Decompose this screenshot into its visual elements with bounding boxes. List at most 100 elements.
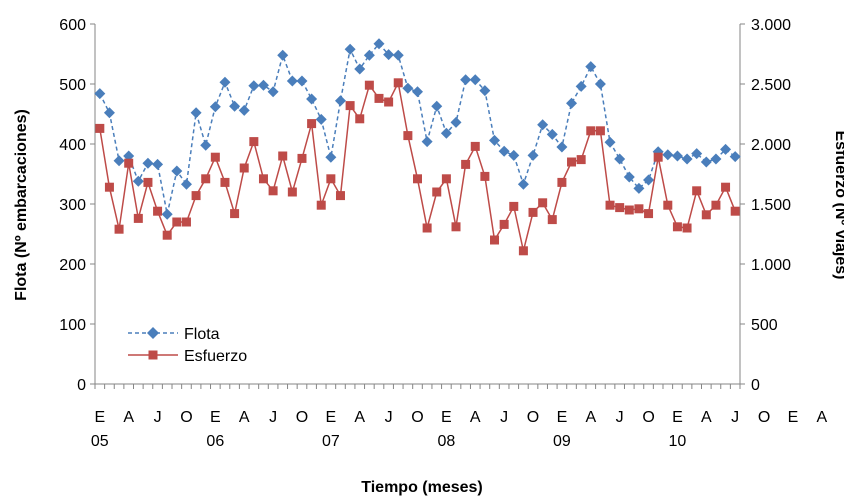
- point-esfuerzo: [499, 219, 509, 229]
- point-esfuerzo: [278, 151, 288, 161]
- x-month-tick-label: O: [296, 409, 308, 426]
- legend-esfuerzo-marker: [148, 350, 158, 360]
- x-month-tick-label: A: [470, 409, 481, 426]
- x-month-tick-label: A: [123, 409, 134, 426]
- point-esfuerzo: [730, 206, 740, 216]
- point-esfuerzo: [239, 163, 249, 173]
- x-axis: EAJOEAJOEAJOEAJOEAJOEAJOEAJ050607080910: [91, 383, 827, 450]
- point-flota: [296, 75, 308, 87]
- point-esfuerzo: [268, 186, 278, 196]
- point-flota: [710, 153, 722, 165]
- point-flota: [344, 43, 356, 55]
- point-esfuerzo: [201, 174, 211, 184]
- x-month-tick-label: J: [269, 409, 277, 426]
- point-esfuerzo: [615, 203, 625, 213]
- point-flota: [585, 61, 597, 73]
- point-esfuerzo: [114, 224, 124, 234]
- x-month-tick-label: O: [642, 409, 654, 426]
- series-esfuerzo: [95, 78, 740, 256]
- point-flota: [517, 178, 529, 190]
- point-esfuerzo: [297, 153, 307, 163]
- point-esfuerzo: [451, 222, 461, 232]
- point-esfuerzo: [518, 246, 528, 256]
- legend-flota-marker: [147, 327, 159, 339]
- left-tick-label: 400: [59, 137, 86, 154]
- point-esfuerzo: [624, 205, 634, 215]
- point-flota: [161, 208, 173, 220]
- point-flota: [219, 76, 231, 88]
- point-flota: [363, 49, 375, 61]
- point-flota: [113, 155, 125, 167]
- point-esfuerzo: [355, 114, 365, 124]
- point-flota: [132, 175, 144, 187]
- point-esfuerzo: [432, 187, 442, 197]
- point-esfuerzo: [172, 217, 182, 227]
- point-esfuerzo: [249, 137, 259, 147]
- left-tick-label: 300: [59, 197, 86, 214]
- point-esfuerzo: [191, 191, 201, 201]
- x-month-tick-label: A: [239, 409, 250, 426]
- point-flota: [681, 153, 693, 165]
- right-tick-label: 1.500: [751, 197, 791, 214]
- point-esfuerzo: [538, 198, 548, 208]
- point-esfuerzo: [95, 123, 105, 133]
- point-flota: [152, 158, 164, 170]
- point-flota: [257, 79, 269, 91]
- x-month-tick-label: E: [788, 409, 799, 426]
- point-flota: [267, 86, 279, 98]
- x-month-tick-label: A: [354, 409, 365, 426]
- right-tick-label: 1.000: [751, 257, 791, 274]
- point-flota: [142, 157, 154, 169]
- point-esfuerzo: [441, 174, 451, 184]
- point-esfuerzo: [528, 207, 538, 217]
- point-esfuerzo: [595, 126, 605, 136]
- point-flota: [633, 182, 645, 194]
- point-flota: [103, 107, 115, 119]
- x-axis-title: Tiempo (meses): [361, 479, 483, 496]
- point-flota: [180, 178, 192, 190]
- x-year-tick-label: 05: [91, 433, 109, 450]
- point-esfuerzo: [547, 215, 557, 225]
- point-flota: [614, 153, 626, 165]
- point-esfuerzo: [345, 101, 355, 111]
- point-esfuerzo: [230, 209, 240, 219]
- point-flota: [729, 151, 741, 163]
- point-flota: [556, 141, 568, 153]
- point-flota: [421, 136, 433, 148]
- point-esfuerzo: [287, 187, 297, 197]
- x-month-tick-label: E: [326, 409, 337, 426]
- x-month-tick-label: E: [441, 409, 452, 426]
- point-flota: [209, 101, 221, 113]
- point-esfuerzo: [586, 126, 596, 136]
- point-esfuerzo: [567, 157, 577, 167]
- point-esfuerzo: [403, 131, 413, 141]
- point-esfuerzo: [364, 80, 374, 90]
- left-tick-label: 600: [59, 17, 86, 34]
- point-flota: [383, 49, 395, 61]
- x-year-tick-label: 10: [669, 433, 687, 450]
- point-flota: [94, 88, 106, 100]
- point-flota: [489, 134, 501, 146]
- point-flota: [402, 82, 414, 94]
- left-y-axis-title: Flota (Nº embarcaciones): [13, 109, 30, 301]
- x-year-tick-label: 09: [553, 433, 571, 450]
- left-tick-label: 100: [59, 317, 86, 334]
- x-month-tick-label: O: [411, 409, 423, 426]
- point-esfuerzo: [490, 235, 500, 245]
- legend-flota-label: Flota: [184, 326, 220, 343]
- x-month-tick-label: A: [585, 409, 596, 426]
- right-tick-label: 3.000: [751, 17, 791, 34]
- point-flota: [671, 150, 683, 162]
- x-month-tick-label: A: [701, 409, 712, 426]
- left-tick-label: 500: [59, 77, 86, 94]
- point-esfuerzo: [316, 200, 326, 210]
- point-esfuerzo: [701, 210, 711, 220]
- point-esfuerzo: [210, 152, 220, 162]
- point-esfuerzo: [672, 222, 682, 232]
- point-esfuerzo: [644, 209, 654, 219]
- point-esfuerzo: [220, 177, 230, 187]
- point-esfuerzo: [153, 206, 163, 216]
- series-flota: [94, 38, 741, 220]
- x-year-tick-label: 08: [437, 433, 455, 450]
- x-month-tick-label: J: [385, 409, 393, 426]
